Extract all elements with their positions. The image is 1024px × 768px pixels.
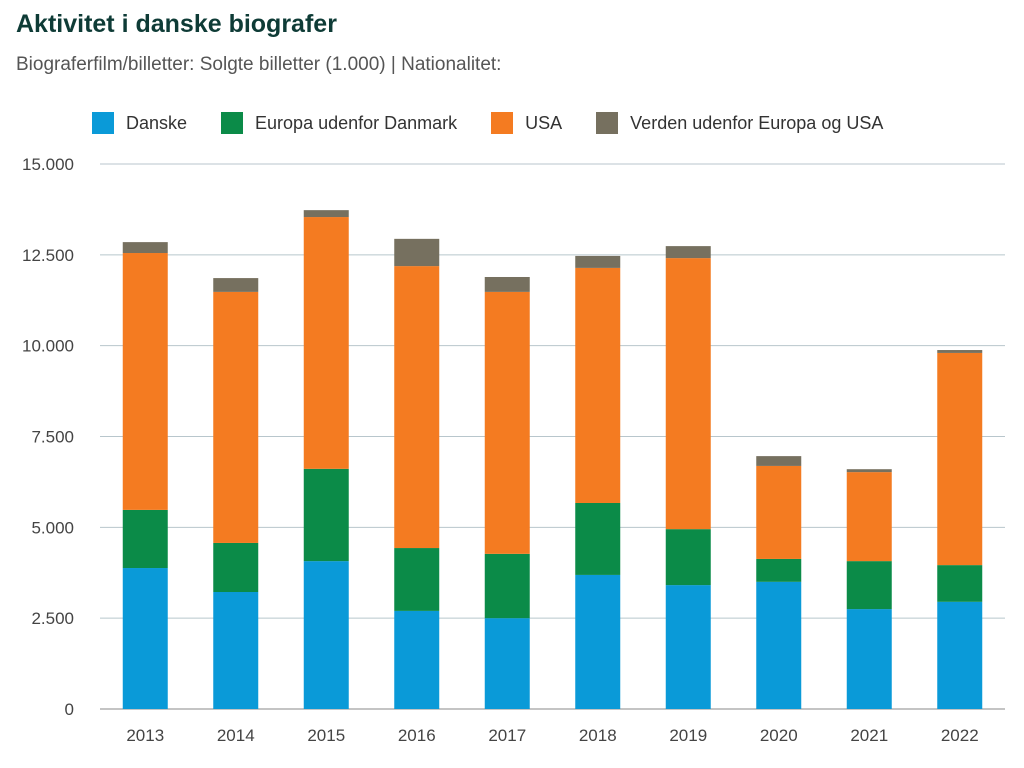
bar-segment: [846, 561, 892, 610]
bar-segment: [665, 529, 711, 586]
legend-label: Verden udenfor Europa og USA: [630, 112, 884, 133]
x-tick-label: 2016: [398, 726, 436, 745]
y-tick-label: 2.500: [31, 609, 74, 628]
bar-segment: [303, 217, 349, 469]
y-tick-label: 15.000: [22, 155, 74, 174]
bar-segment: [484, 553, 530, 619]
bar-segment: [937, 352, 983, 566]
bar-segment: [394, 238, 440, 267]
legend-swatch: [596, 112, 619, 134]
bar-segment: [937, 601, 983, 709]
bar-segment: [213, 278, 259, 292]
chart-title: Aktivitet i danske biografer: [16, 10, 337, 38]
bar-segment: [937, 565, 983, 602]
bar-segment: [303, 561, 349, 709]
legend-item[interactable]: Europa udenfor Danmark: [221, 112, 457, 134]
y-tick-label: 7.500: [31, 428, 74, 447]
x-tick-label: 2021: [850, 726, 888, 745]
x-tick-label: 2019: [669, 726, 707, 745]
y-tick-label: 5.000: [31, 518, 74, 537]
bar-segment: [122, 509, 168, 569]
legend-swatch: [92, 112, 114, 134]
bar-segment: [756, 581, 802, 709]
x-tick-label: 2015: [307, 726, 345, 745]
x-tick-label: 2018: [579, 726, 617, 745]
bar-segment: [303, 468, 349, 562]
bar-segment: [303, 210, 349, 218]
bar-segment: [484, 291, 530, 554]
bar-segment: [575, 502, 621, 575]
bar-segment: [846, 472, 892, 562]
bar-segment: [122, 253, 168, 510]
y-tick-label: 0: [65, 700, 74, 719]
x-tick-label: 2017: [488, 726, 526, 745]
legend-item[interactable]: USA: [491, 112, 562, 134]
bar-segment: [756, 558, 802, 582]
legend-item[interactable]: Danske: [92, 112, 187, 134]
bar-segment: [846, 609, 892, 709]
bar-segment: [394, 266, 440, 549]
y-tick-label: 10.000: [22, 337, 74, 356]
y-tick-label: 12.500: [22, 246, 74, 265]
bar-segment: [846, 469, 892, 473]
bar-segment: [213, 542, 259, 593]
bar-segment: [122, 242, 168, 254]
legend: Danske Europa udenfor Danmark USA Verden ud…: [92, 112, 917, 134]
legend-label: Danske: [126, 112, 188, 133]
bar-segment: [575, 267, 621, 503]
bar-segment: [756, 456, 802, 466]
bar-segment: [665, 246, 711, 259]
bar-segment: [575, 574, 621, 709]
x-tick-label: 2014: [217, 726, 255, 745]
bar-segment: [122, 568, 168, 709]
bar-segment: [665, 585, 711, 709]
x-tick-label: 2020: [760, 726, 798, 745]
x-tick-label: 2013: [126, 726, 164, 745]
legend-swatch: [221, 112, 244, 134]
bar-segment: [665, 258, 711, 530]
bar-segment: [484, 276, 530, 292]
legend-item[interactable]: Verden udenfor Europa og USA: [596, 112, 883, 134]
bar-segment: [394, 610, 440, 709]
legend-label: USA: [525, 112, 563, 133]
bar-segment: [575, 255, 621, 268]
bar-segment: [394, 548, 440, 611]
bar-segment: [937, 350, 983, 353]
legend-label: Europa udenfor Danmark: [255, 112, 458, 133]
legend-swatch: [491, 112, 514, 134]
bar-segment: [756, 465, 802, 559]
bar-segment: [484, 618, 530, 709]
chart-subtitle: Biograferfilm/billetter: Solgte billette…: [16, 54, 502, 75]
bar-segment: [213, 291, 259, 543]
x-tick-label: 2022: [941, 726, 979, 745]
bar-segment: [213, 592, 259, 709]
